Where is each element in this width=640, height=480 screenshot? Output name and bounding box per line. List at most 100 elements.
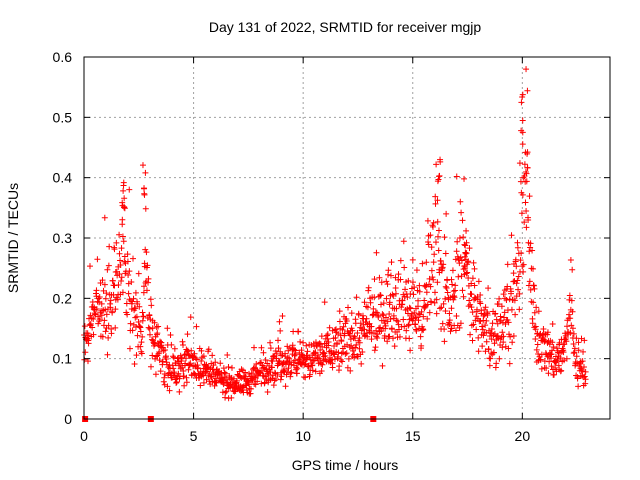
x-axis-label: GPS time / hours xyxy=(292,457,399,473)
data-point xyxy=(440,300,447,307)
data-point xyxy=(270,382,277,389)
data-point xyxy=(101,281,108,288)
data-point xyxy=(354,329,361,336)
data-point xyxy=(526,248,533,255)
data-point xyxy=(439,320,446,327)
data-point xyxy=(383,278,390,285)
data-point xyxy=(304,348,311,355)
data-point xyxy=(351,354,358,361)
data-point xyxy=(270,354,277,361)
data-point xyxy=(415,297,422,304)
data-point xyxy=(272,347,279,354)
data-point xyxy=(372,344,379,351)
data-point xyxy=(170,353,177,360)
data-point xyxy=(99,333,106,340)
data-point xyxy=(522,169,529,176)
data-point xyxy=(358,360,365,367)
data-point xyxy=(513,263,520,270)
data-point xyxy=(278,352,285,359)
data-point xyxy=(436,173,443,180)
data-point xyxy=(217,360,224,367)
data-point xyxy=(371,276,378,283)
data-point xyxy=(382,322,389,329)
data-point xyxy=(139,162,146,169)
data-point xyxy=(185,366,192,373)
data-point xyxy=(105,334,112,341)
data-point xyxy=(267,368,274,375)
data-point xyxy=(529,247,536,254)
data-point xyxy=(326,324,333,331)
data-point xyxy=(154,330,161,337)
data-point xyxy=(305,363,312,370)
data-point xyxy=(339,358,346,365)
data-point xyxy=(348,342,355,349)
data-point xyxy=(457,254,464,261)
data-point xyxy=(522,199,529,206)
data-point xyxy=(267,339,274,346)
data-point xyxy=(120,187,127,194)
data-point xyxy=(357,320,364,327)
data-point xyxy=(140,289,147,296)
data-point xyxy=(183,379,190,386)
data-point xyxy=(531,285,538,292)
data-point xyxy=(90,315,97,322)
data-point xyxy=(273,350,280,357)
data-point xyxy=(143,249,150,256)
data-point xyxy=(546,358,553,365)
data-point xyxy=(488,336,495,343)
data-point xyxy=(567,315,574,322)
data-point xyxy=(548,363,555,370)
data-point xyxy=(378,279,385,286)
data-point xyxy=(183,355,190,362)
data-point xyxy=(468,291,475,298)
data-point xyxy=(412,321,419,328)
data-point xyxy=(121,195,128,202)
data-point xyxy=(87,263,94,270)
data-point xyxy=(424,315,431,322)
data-point xyxy=(380,317,387,324)
data-point xyxy=(103,290,110,297)
data-point xyxy=(303,342,310,349)
data-point xyxy=(153,324,160,331)
data-point xyxy=(457,320,464,327)
data-point xyxy=(507,333,514,340)
data-point xyxy=(535,308,542,315)
data-point xyxy=(316,340,323,347)
data-point xyxy=(569,325,576,332)
data-point xyxy=(423,259,430,266)
data-point xyxy=(441,338,448,345)
data-point xyxy=(118,245,125,252)
data-point xyxy=(164,383,171,390)
data-point xyxy=(530,265,537,272)
data-point xyxy=(420,313,427,320)
data-point xyxy=(469,275,476,282)
data-point xyxy=(475,278,482,285)
data-point xyxy=(262,373,269,380)
data-point xyxy=(277,327,284,334)
data-point xyxy=(365,284,372,291)
data-point xyxy=(459,217,466,224)
data-point xyxy=(448,276,455,283)
data-point xyxy=(469,309,476,316)
data-point xyxy=(552,364,559,371)
x-tick-label: 20 xyxy=(515,428,531,444)
data-point xyxy=(580,363,587,370)
data-point xyxy=(141,185,148,192)
data-point xyxy=(270,353,277,360)
data-point xyxy=(193,323,200,330)
data-point xyxy=(444,277,451,284)
data-point xyxy=(252,381,259,388)
data-point xyxy=(513,280,520,287)
data-point xyxy=(253,360,260,367)
data-point xyxy=(402,286,409,293)
data-point xyxy=(106,243,113,250)
data-point xyxy=(125,271,132,278)
data-point xyxy=(431,299,438,306)
data-point xyxy=(473,326,480,333)
data-point xyxy=(279,312,286,319)
data-points xyxy=(81,66,589,422)
data-point xyxy=(282,383,289,390)
data-point xyxy=(274,371,281,378)
data-point xyxy=(140,313,147,320)
y-tick-label: 0.2 xyxy=(53,290,73,306)
